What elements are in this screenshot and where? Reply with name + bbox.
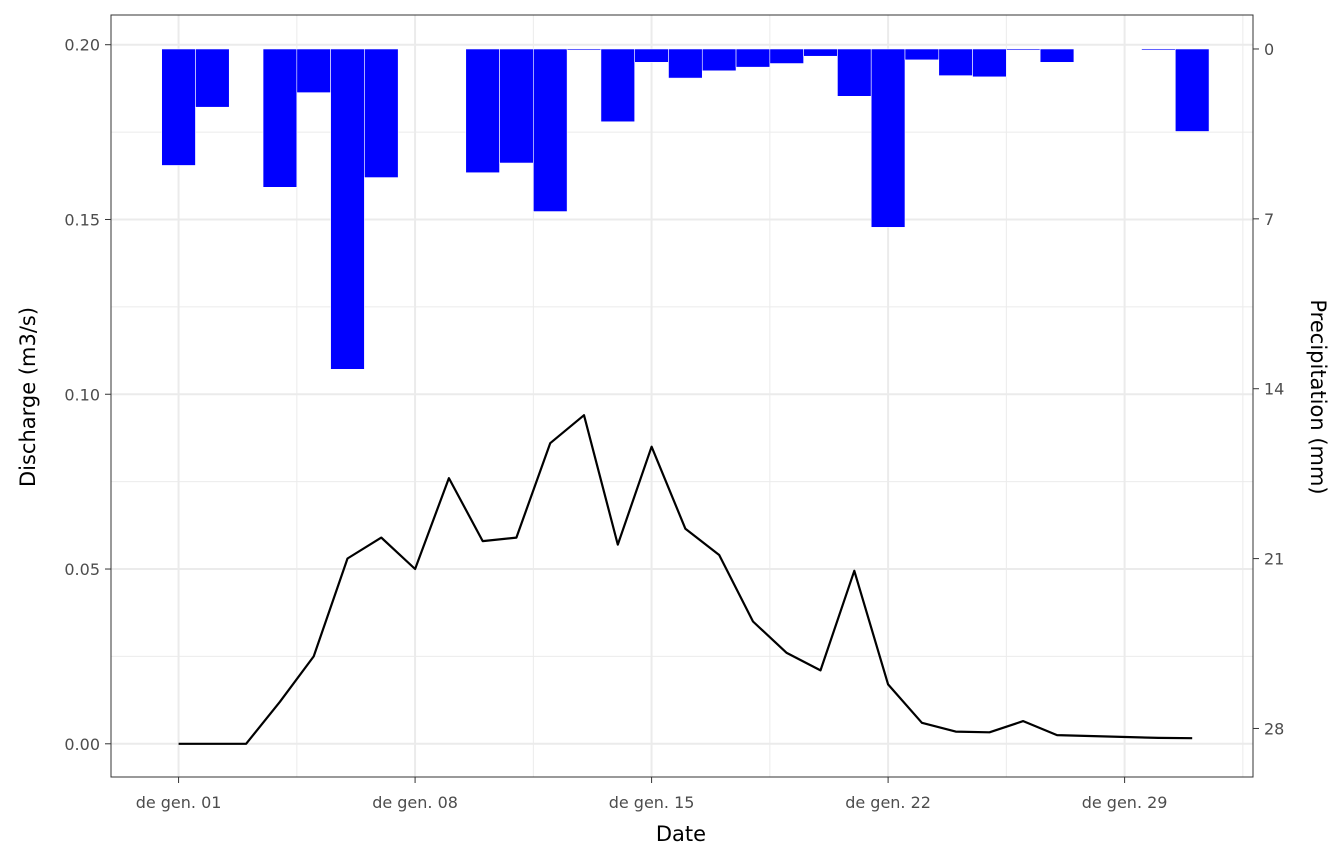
- discharge-line: [178, 414, 1193, 745]
- x-tick-label: de gen. 01: [136, 793, 222, 812]
- x-tick-label: de gen. 29: [1082, 793, 1168, 812]
- x-axis-title: Date: [656, 822, 706, 846]
- precipitation-bar: [1141, 48, 1176, 51]
- y-right-tick-label: 28: [1264, 719, 1284, 738]
- y-left-tick-label: 0.10: [64, 385, 100, 404]
- precipitation-bar: [803, 48, 838, 57]
- precipitation-bar: [634, 48, 669, 63]
- precipitation-bar: [364, 48, 399, 178]
- precipitation-bar: [904, 48, 940, 61]
- precipitation-bar: [533, 48, 568, 212]
- panel-border: [110, 14, 1254, 778]
- precipitation-bar: [600, 48, 635, 123]
- precipitation-bar: [161, 48, 196, 166]
- y-right-tick-label: 21: [1264, 550, 1284, 569]
- axes: de gen. 01 de gen. 08 de gen. 15 de gen. 22…: [64, 36, 1284, 812]
- y-left-axis-title: Discharge (m3/s): [16, 307, 40, 487]
- precipitation-bar: [296, 48, 331, 93]
- y-left-tick-label: 0.20: [64, 36, 100, 55]
- precipitation-bar: [972, 48, 1007, 78]
- x-tick-label: de gen. 22: [845, 793, 931, 812]
- y-left-tick-label: 0.00: [64, 735, 100, 754]
- precipitation-bar: [1174, 48, 1210, 132]
- precipitation-bar: [262, 48, 298, 188]
- y-right-tick-label: 0: [1264, 40, 1274, 59]
- precipitation-bar: [465, 48, 500, 174]
- precipitation-bar: [938, 48, 973, 76]
- x-tick-label: de gen. 15: [609, 793, 695, 812]
- precipitation-bars: [161, 48, 1210, 370]
- precipitation-bar: [870, 48, 906, 228]
- discharge-line-group: [178, 414, 1193, 745]
- precipitation-bar: [566, 48, 602, 51]
- precipitation-bar: [769, 48, 804, 64]
- precipitation-bar: [837, 48, 872, 97]
- precipitation-bar: [701, 48, 737, 72]
- x-tick-label: de gen. 08: [372, 793, 458, 812]
- precipitation-bar: [1039, 48, 1075, 63]
- y-right-tick-label: 14: [1264, 380, 1284, 399]
- precipitation-bar: [330, 48, 365, 370]
- y-right-tick-label: 7: [1264, 210, 1274, 229]
- precipitation-bar: [668, 48, 703, 79]
- precipitation-bar: [735, 48, 771, 68]
- precipitation-bar: [195, 48, 230, 108]
- y-left-tick-label: 0.15: [64, 210, 100, 229]
- y-left-tick-label: 0.05: [64, 560, 100, 579]
- precipitation-bar: [499, 48, 534, 164]
- precipitation-bar: [1006, 48, 1041, 51]
- y-right-axis-title: Precipitation (mm): [1306, 299, 1330, 494]
